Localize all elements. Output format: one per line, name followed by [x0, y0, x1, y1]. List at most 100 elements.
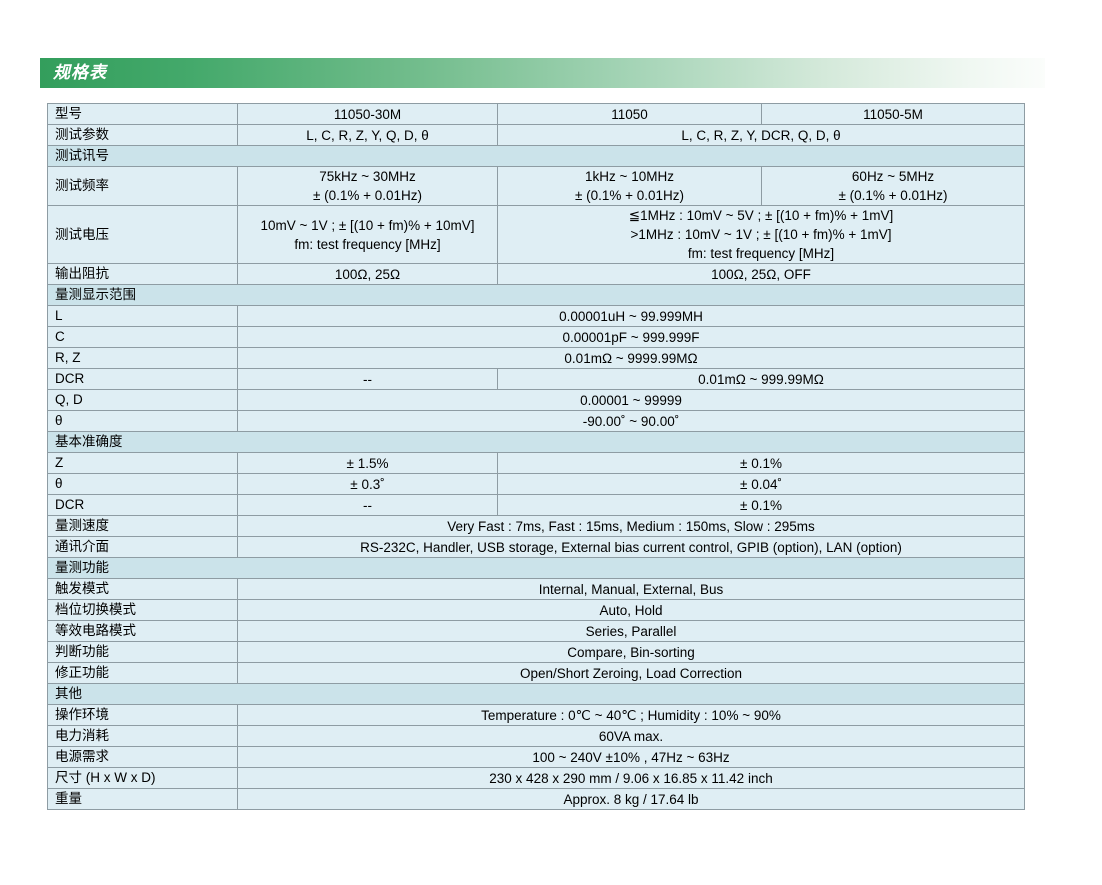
spec-value-cell: 0.00001 ~ 99999: [237, 389, 1025, 411]
section-title-cell: 其他: [47, 683, 1025, 705]
spec-value-line: 0.01mΩ ~ 999.99MΩ: [698, 371, 824, 387]
spec-value-line: Temperature : 0℃ ~ 40℃ ; Humidity : 10% …: [481, 707, 781, 723]
spec-label-cell: 通讯介面: [47, 536, 238, 558]
spec-row: 修正功能 Open/Short Zeroing, Load Correction: [47, 662, 1025, 684]
spec-label-cell: 测试电压: [47, 205, 238, 264]
spec-row: R, Z 0.01mΩ ~ 9999.99MΩ: [47, 347, 1025, 369]
spec-value-cell: ± 0.3˚: [237, 473, 498, 495]
spec-value-cell: 100Ω, 25Ω: [237, 263, 498, 285]
spec-value-cell: --: [237, 368, 498, 390]
spec-row: 电源需求 100 ~ 240V ±10% , 47Hz ~ 63Hz: [47, 746, 1025, 768]
spec-value-line: 100Ω, 25Ω: [334, 266, 401, 282]
section-title-cell: 测试讯号: [47, 145, 1025, 167]
section-row: 量测显示范围: [47, 284, 1025, 306]
spec-value-cell: 75kHz ~ 30MHz ± (0.1% + 0.01Hz): [237, 166, 498, 206]
spec-value-line: 60Hz ~ 5MHz: [851, 169, 935, 184]
spec-row: Z ± 1.5% ± 0.1%: [47, 452, 1025, 474]
spec-value-line: ± (0.1% + 0.01Hz): [838, 188, 948, 203]
spec-label-cell: θ: [47, 410, 238, 432]
spec-label-cell: 等效电路模式: [47, 620, 238, 642]
section-row: 其他: [47, 683, 1025, 705]
spec-label-cell: DCR: [47, 494, 238, 516]
spec-row: 输出阻抗 100Ω, 25Ω 100Ω, 25Ω, OFF: [47, 263, 1025, 285]
spec-value-cell: L, C, R, Z, Y, DCR, Q, D, θ: [497, 124, 1025, 146]
spec-value-cell: ± 1.5%: [237, 452, 498, 474]
spec-value-line: fm: test frequency [MHz]: [294, 236, 441, 252]
spec-row: 通讯介面 RS-232C, Handler, USB storage, Exter…: [47, 536, 1025, 558]
spec-value-cell: 0.01mΩ ~ 9999.99MΩ: [237, 347, 1025, 369]
spec-value-cell: 0.00001pF ~ 999.999F: [237, 326, 1025, 348]
spec-value-line: fm: test frequency [MHz]: [687, 246, 835, 261]
spec-label-cell: 测试参数: [47, 124, 238, 146]
spec-value-cell: 230 x 428 x 290 mm / 9.06 x 16.85 x 11.4…: [237, 767, 1025, 789]
spec-value-cell: RS-232C, Handler, USB storage, External …: [237, 536, 1025, 558]
spec-label-cell: 量测速度: [47, 515, 238, 537]
spec-value-line: ± 0.04˚: [740, 476, 782, 492]
spec-value-line: 0.00001 ~ 99999: [580, 392, 682, 408]
spec-value-line: L, C, R, Z, Y, Q, D, θ: [306, 127, 429, 143]
spec-label-cell: 电源需求: [47, 746, 238, 768]
spec-value-cell: Series, Parallel: [237, 620, 1025, 642]
spec-label-cell: L: [47, 305, 238, 327]
spec-value-line: ± 0.3˚: [350, 476, 385, 492]
spec-table: 型号 11050-30M 11050 11050-5M 测试参数 L, C, R, Z, …: [47, 103, 1025, 810]
spec-label-cell: 判断功能: [47, 641, 238, 663]
spec-value-line: ± 1.5%: [346, 455, 389, 471]
spec-row: 判断功能 Compare, Bin-sorting: [47, 641, 1025, 663]
spec-value-cell: Open/Short Zeroing, Load Correction: [237, 662, 1025, 684]
spec-value-line: --: [363, 497, 372, 513]
spec-value-line: 11050-5M: [863, 106, 923, 122]
spec-label-cell: 操作环境: [47, 704, 238, 726]
spec-value-cell: -90.00˚ ~ 90.00˚: [237, 410, 1025, 432]
spec-value-line: ± (0.1% + 0.01Hz): [574, 188, 685, 203]
spec-value-cell: Auto, Hold: [237, 599, 1025, 621]
spec-value-cell: ± 0.1%: [497, 494, 1025, 516]
spec-value-line: 11050-30M: [333, 106, 402, 122]
spec-label-cell: θ: [47, 473, 238, 495]
banner-title: 规格表: [53, 63, 107, 82]
section-row: 量测功能: [47, 557, 1025, 579]
spec-value-line: Auto, Hold: [599, 602, 663, 618]
spec-value-cell: Approx. 8 kg / 17.64 lb: [237, 788, 1025, 810]
spec-value-line: 11050: [611, 106, 648, 122]
spec-row: θ -90.00˚ ~ 90.00˚: [47, 410, 1025, 432]
spec-value-cell: Temperature : 0℃ ~ 40℃ ; Humidity : 10% …: [237, 704, 1025, 726]
spec-value-cell: 0.00001uH ~ 99.999MH: [237, 305, 1025, 327]
spec-value-line: Open/Short Zeroing, Load Correction: [519, 665, 743, 681]
spec-value-line: Very Fast : 7ms, Fast : 15ms, Medium : 1…: [447, 518, 815, 534]
spec-row: 测试电压 10mV ~ 1V ; ± [(10 + fm)% + 10mV] fm:…: [47, 205, 1025, 264]
section-title-cell: 量测显示范围: [47, 284, 1025, 306]
spec-label-cell: 型号: [47, 103, 238, 125]
spec-value-cell: ± 0.04˚: [497, 473, 1025, 495]
spec-row: Q, D 0.00001 ~ 99999: [47, 389, 1025, 411]
spec-value-line: Compare, Bin-sorting: [567, 644, 695, 660]
spec-value-line: ± 0.1%: [740, 497, 782, 513]
spec-label-cell: 测试频率: [47, 166, 238, 206]
spec-value-line: ± (0.1% + 0.01Hz): [312, 188, 423, 203]
spec-value-cell: 11050: [497, 103, 762, 125]
spec-row: 量测速度 Very Fast : 7ms, Fast : 15ms, Medium…: [47, 515, 1025, 537]
spec-value-line: Approx. 8 kg / 17.64 lb: [563, 791, 699, 807]
spec-value-cell: 11050-5M: [761, 103, 1025, 125]
spec-value-line: L, C, R, Z, Y, DCR, Q, D, θ: [681, 127, 841, 143]
spec-value-cell: 60Hz ~ 5MHz ± (0.1% + 0.01Hz): [761, 166, 1025, 206]
section-title-cell: 基本准确度: [47, 431, 1025, 453]
spec-value-cell: L, C, R, Z, Y, Q, D, θ: [237, 124, 498, 146]
spec-value-cell: 11050-30M: [237, 103, 498, 125]
section-row: 测试讯号: [47, 145, 1025, 167]
spec-label-cell: 触发模式: [47, 578, 238, 600]
spec-row: 触发模式 Internal, Manual, External, Bus: [47, 578, 1025, 600]
spec-value-line: 75kHz ~ 30MHz: [319, 169, 416, 184]
spec-row: DCR -- ± 0.1%: [47, 494, 1025, 516]
spec-label-cell: 尺寸 (H x W x D): [47, 767, 238, 789]
spec-value-cell: 100 ~ 240V ±10% , 47Hz ~ 63Hz: [237, 746, 1025, 768]
spec-label-cell: 电力消耗: [47, 725, 238, 747]
spec-value-line: 0.00001uH ~ 99.999MH: [559, 308, 703, 324]
spec-row: 档位切换模式 Auto, Hold: [47, 599, 1025, 621]
spec-value-line: 0.00001pF ~ 999.999F: [562, 329, 700, 345]
spec-value-line: 100 ~ 240V ±10% , 47Hz ~ 63Hz: [532, 749, 730, 765]
spec-value-line: 1kHz ~ 10MHz: [585, 169, 674, 184]
spec-value-cell: 60VA max.: [237, 725, 1025, 747]
spec-label-cell: 档位切换模式: [47, 599, 238, 621]
